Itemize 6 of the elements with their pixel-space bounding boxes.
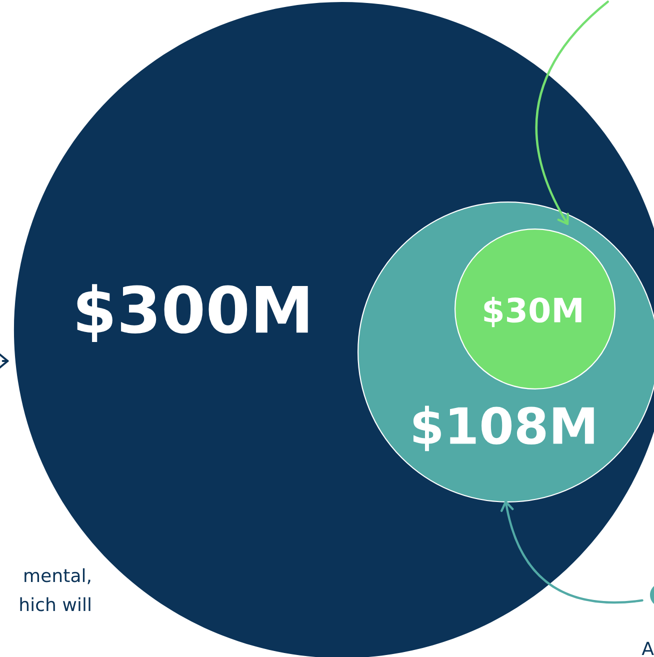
text: A bbox=[642, 642, 654, 655]
text: hich will bbox=[20, 597, 90, 612]
data-label: $300M bbox=[77, 284, 308, 342]
data-label: $30M bbox=[484, 296, 582, 328]
text: mental, bbox=[24, 568, 90, 584]
data-label: $108M bbox=[413, 406, 594, 452]
